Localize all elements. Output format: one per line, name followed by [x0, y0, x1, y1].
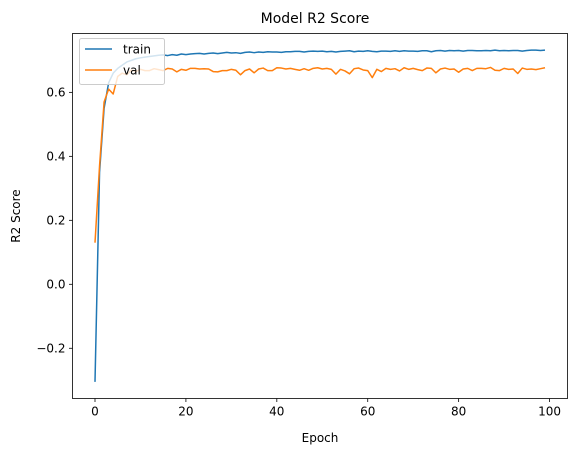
legend: train val [79, 38, 165, 85]
chart-title: Model R2 Score [261, 11, 370, 27]
x-tick-label: 60 [360, 405, 375, 419]
x-tick-label: 80 [451, 405, 466, 419]
y-axis-label: R2 Score [9, 189, 23, 242]
x-axis: 0 20 40 60 80 100 [91, 398, 561, 419]
x-tick-label: 100 [538, 405, 561, 419]
series-line-train [94, 49, 546, 382]
plot-area [72, 33, 568, 399]
x-axis-label: Epoch [302, 431, 339, 445]
y-tick-label: 0.0 [46, 277, 65, 291]
series-line-val [94, 66, 546, 243]
x-tick-label: 20 [178, 405, 193, 419]
legend-box [79, 38, 165, 85]
y-tick-label: −0.2 [36, 341, 65, 355]
y-axis: −0.2 0.0 0.2 0.4 0.6 [36, 85, 73, 355]
y-tick-label: 0.6 [46, 85, 65, 99]
y-tick-label: 0.2 [46, 213, 65, 227]
x-tick-label: 0 [91, 405, 99, 419]
plot-background [72, 33, 568, 399]
legend-label-val: val [123, 64, 141, 78]
y-tick-label: 0.4 [46, 149, 65, 163]
series-layer [94, 49, 546, 382]
x-tick-label: 40 [269, 405, 284, 419]
plot-frame [72, 33, 568, 399]
legend-label-train: train [123, 43, 151, 57]
